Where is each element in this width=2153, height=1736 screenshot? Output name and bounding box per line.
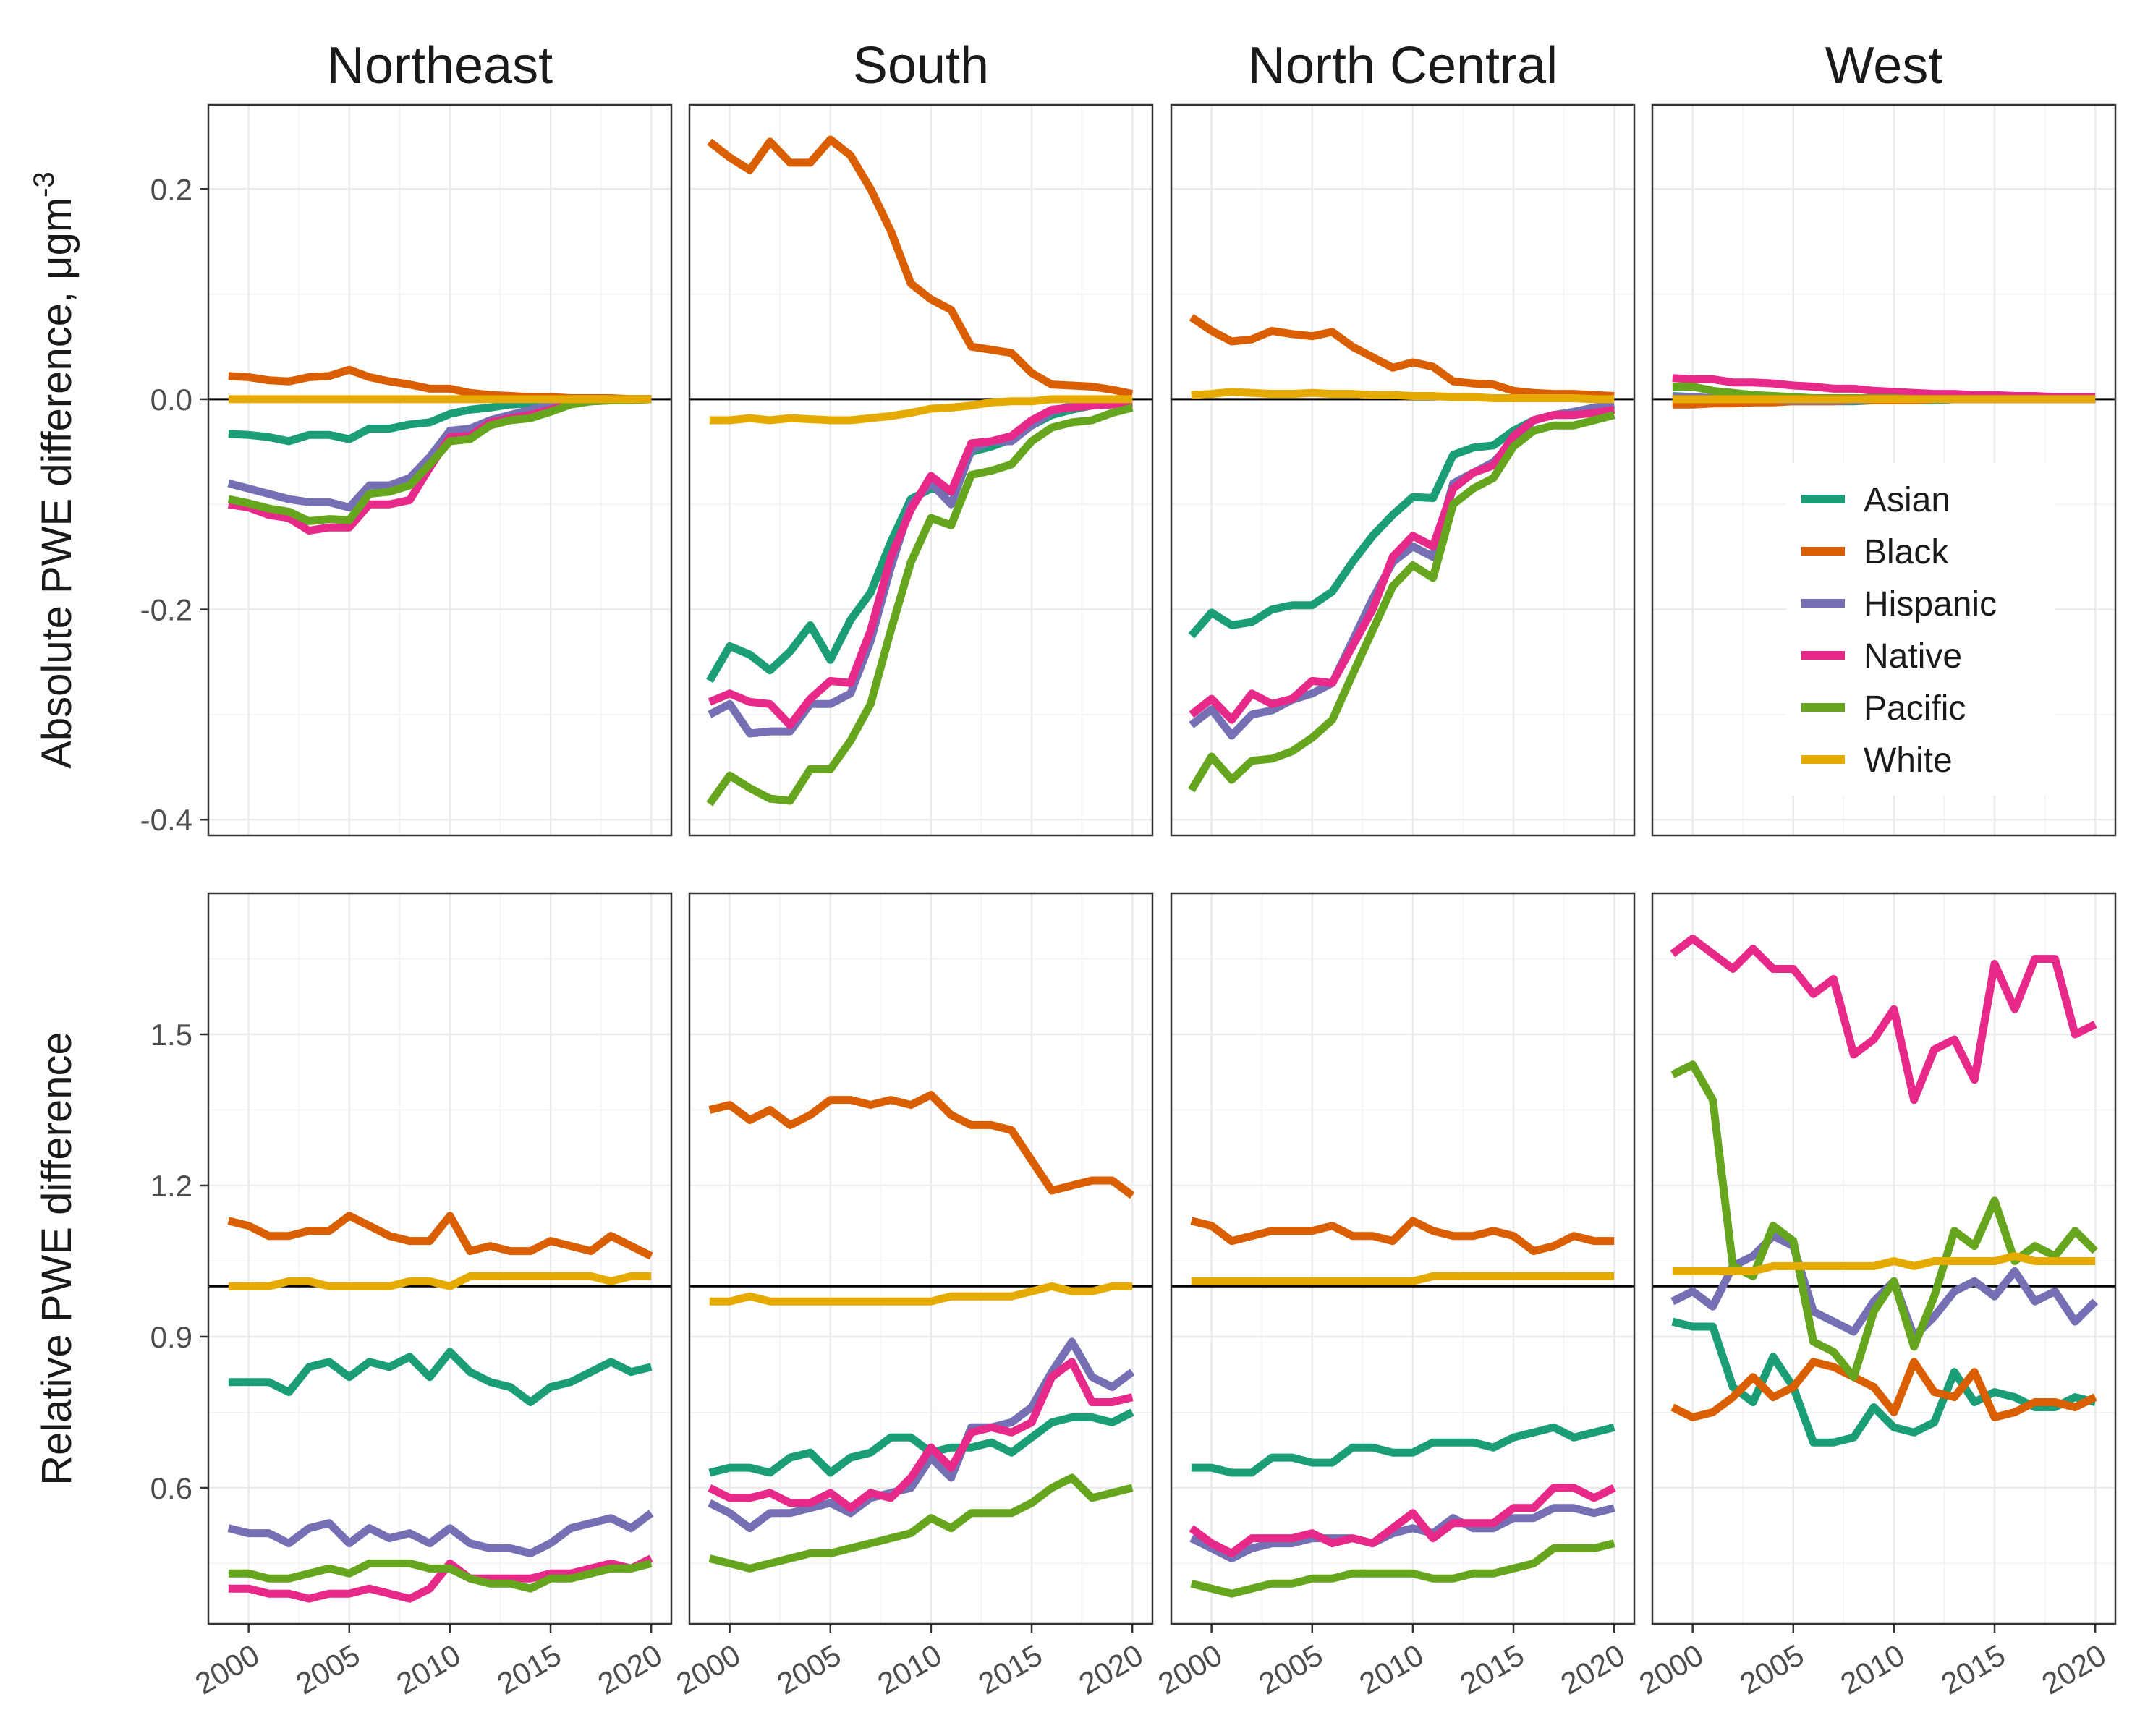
series-line-black (227, 1212, 653, 1260)
legend-label: Hispanic (1864, 585, 1997, 624)
panel-border (207, 892, 673, 1625)
panel-background (1171, 893, 1634, 1624)
series-line-black (1190, 1217, 1615, 1256)
series-line-white (1672, 1252, 2096, 1275)
y-tick-label: 0.2 (150, 172, 192, 206)
series-line-black (708, 1091, 1135, 1199)
panel-background (689, 105, 1152, 835)
panel-west-relative (1651, 892, 2117, 1625)
panel-border (207, 103, 673, 837)
legend-item-black: Black (1801, 533, 1949, 571)
legend-label: Asian (1864, 481, 1950, 519)
series-line-white (709, 1282, 1133, 1306)
series-line-asian (1191, 1423, 1615, 1477)
series-line-white (228, 1272, 652, 1290)
panel-north-central-absolute (1170, 103, 1636, 837)
y-tick-label: 0.9 (150, 1320, 192, 1354)
series-line-pacific (1190, 1539, 1615, 1598)
series-line-hispanic (227, 1510, 654, 1557)
panel-border (1170, 103, 1636, 837)
series-line-black (707, 135, 1134, 398)
series-line-pacific (228, 1559, 653, 1593)
y-tick-label: 1.2 (150, 1169, 192, 1203)
series-line-pacific (1188, 411, 1615, 793)
series-line-asian (228, 1348, 653, 1406)
y-axis-title: Absolute PWE difference, μgm-3 (28, 171, 80, 769)
legend-item-white: White (1801, 741, 1953, 780)
legend-background (1787, 463, 2055, 796)
panel-border (1651, 892, 2117, 1625)
legend-item-hispanic: Hispanic (1801, 585, 1997, 624)
legend-label: Native (1864, 637, 1962, 676)
series-line-black (1670, 1358, 2097, 1421)
panel-border (688, 892, 1154, 1625)
series-line-native (708, 1358, 1134, 1512)
legend-label: Pacific (1864, 689, 1966, 728)
series-line-native (1189, 405, 1615, 724)
y-tick-label: 1.5 (150, 1018, 192, 1052)
series-line-hispanic (1189, 1504, 1615, 1562)
series-line-asian (1671, 1317, 2097, 1447)
y-tick-label: -0.2 (140, 593, 192, 627)
facet-title: North Central (1248, 37, 1558, 95)
panel-background (208, 105, 671, 835)
facet-title: Northeast (327, 37, 553, 95)
legend-item-pacific: Pacific (1801, 689, 1966, 728)
series-line-native (1189, 1484, 1616, 1557)
legend-item-asian: Asian (1801, 481, 1950, 519)
legend-label: White (1864, 741, 1953, 780)
y-axis-title: Relative PWE difference (33, 1031, 80, 1486)
facet-title: West (1825, 37, 1943, 95)
facet-strip-labels: Northeast South North Central West (327, 37, 1942, 95)
y-axis-titles: Absolute PWE difference, μgm-3 0.2 0.0 -0.2… (28, 171, 208, 1505)
panel-south-relative (688, 892, 1154, 1625)
series-line-white (1191, 388, 1615, 404)
panel-south-absolute (688, 103, 1154, 837)
panel-border (1651, 103, 2117, 837)
panel-northeast-relative (207, 892, 673, 1625)
y-tick-label: 0.6 (150, 1471, 192, 1505)
facet-title: South (853, 37, 989, 95)
panel-border (688, 103, 1154, 837)
y-tick-label: 0.0 (150, 383, 192, 417)
panel-border (1170, 892, 1636, 1625)
series-line-pacific (706, 404, 1134, 807)
panel-north-central-relative (1170, 892, 1636, 1625)
legend: Asian Black Hispanic Native Pacific White (1787, 463, 2055, 796)
series-line-native (708, 399, 1133, 729)
panel-background (689, 893, 1152, 1624)
series-line-native (228, 1554, 653, 1603)
y-tick-label: -0.4 (140, 803, 192, 837)
series-line-asian (708, 1408, 1134, 1477)
series-line-white (1191, 1272, 1615, 1285)
panel-background (208, 893, 671, 1624)
legend-item-native: Native (1801, 637, 1962, 676)
panel-northeast-absolute (207, 103, 673, 837)
legend-label: Black (1864, 533, 1949, 571)
series-line-native (1670, 935, 2097, 1105)
series-line-pacific (708, 1473, 1134, 1573)
series-line-white (709, 395, 1133, 425)
series-line-hispanic (708, 1337, 1135, 1533)
series-line-black (1189, 314, 1615, 400)
